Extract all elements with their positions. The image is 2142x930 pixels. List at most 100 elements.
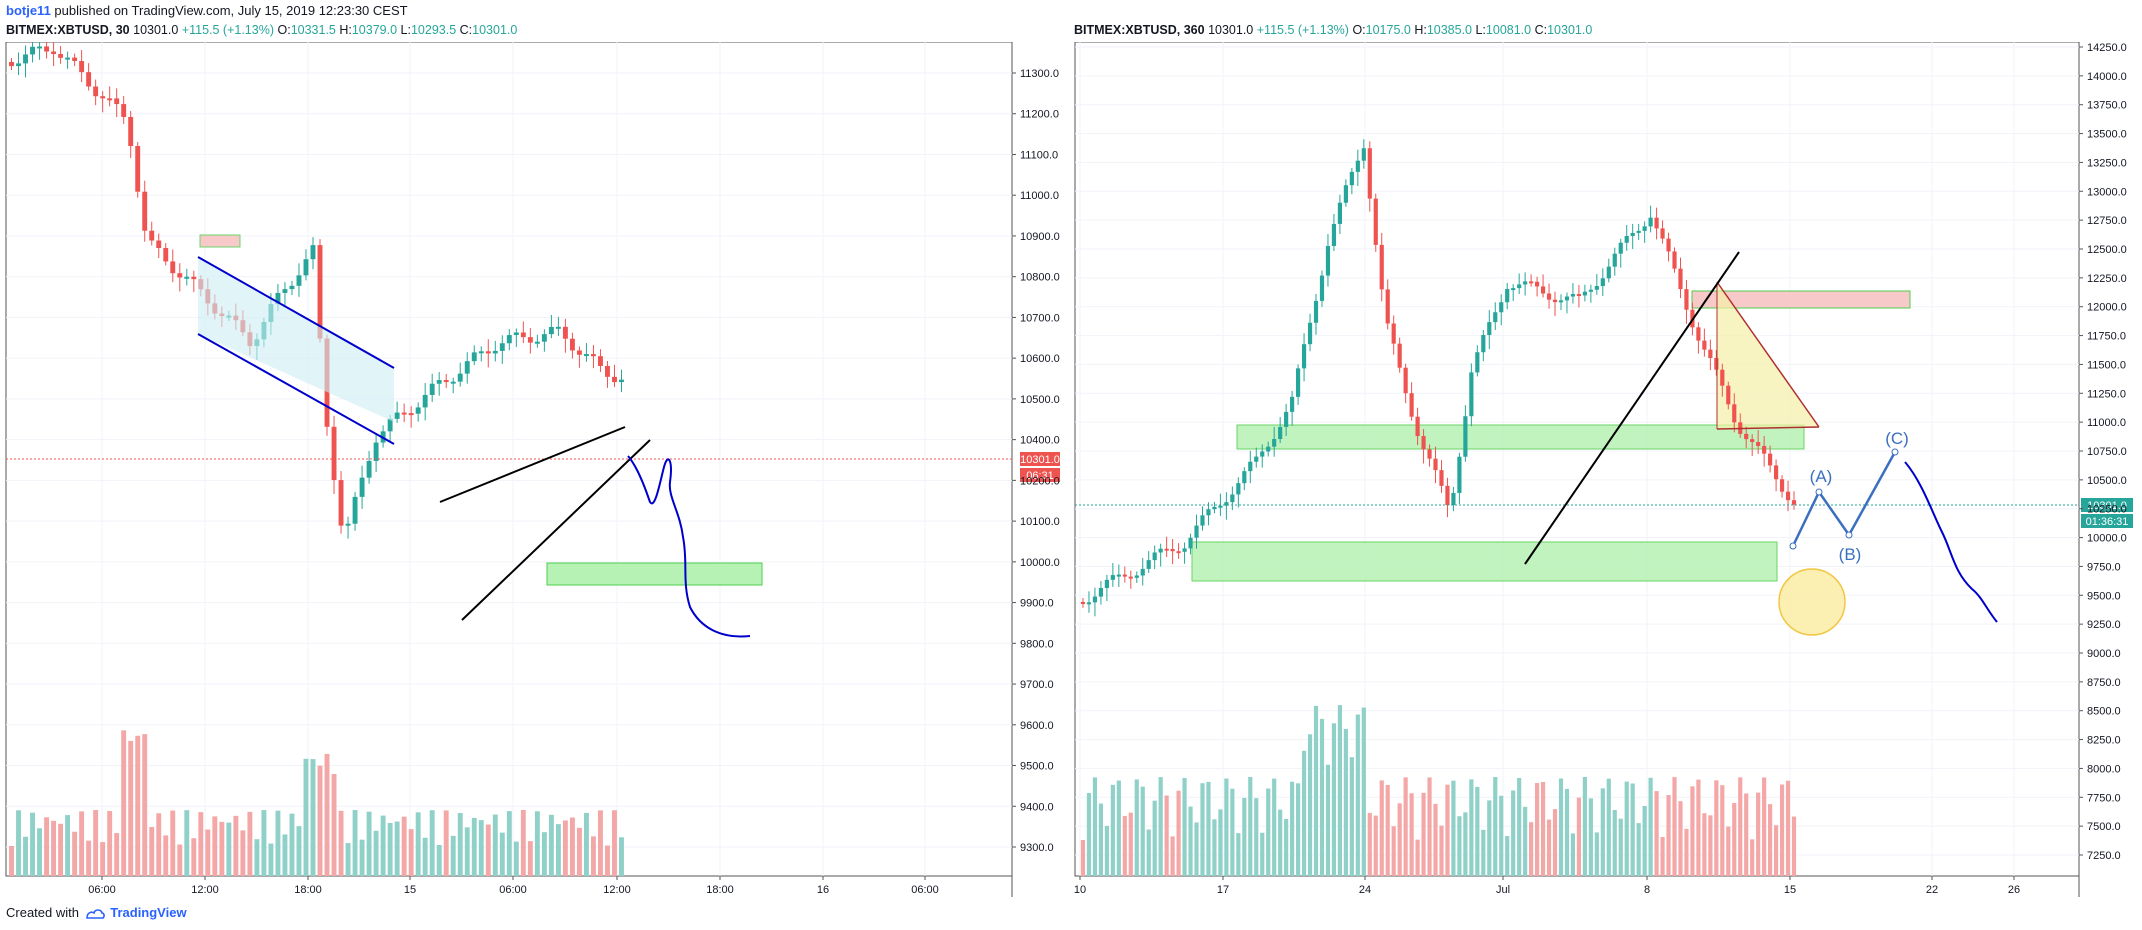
volume-bar [1284,819,1289,876]
volume-bar [226,822,232,876]
volume-bar [1756,792,1761,876]
created-with-text: Created with [6,905,79,920]
right-abc-point-c[interactable] [1891,448,1899,456]
candle-body [30,46,35,55]
left-volume-bars [9,730,624,876]
volume-bar [51,820,57,876]
right-trend-line[interactable] [1524,251,1740,565]
candle-body [317,245,323,339]
right-abc-point-a[interactable] [1815,488,1823,496]
candle-body [1576,294,1582,297]
volume-bar [1391,826,1396,876]
left-flag-upper-line[interactable] [197,256,395,369]
volume-bar [37,828,43,876]
candle-body [1403,367,1408,394]
price-axis-label: 7500.0 [2087,821,2121,833]
right-abc-point-b[interactable] [1845,531,1853,539]
candle-body [605,365,610,377]
left-wedge-upper-line[interactable] [439,426,626,503]
right-triangle-upper[interactable] [1716,281,1820,428]
candle-body [289,285,295,290]
price-axis-label: 12500.0 [2087,244,2127,256]
right-target-circle[interactable] [1778,568,1846,636]
volume-bar [1648,777,1653,876]
volume-bar [1762,777,1767,876]
candle-body [1534,281,1540,287]
candle-body [1588,289,1593,292]
left-supply-zone[interactable] [199,234,241,248]
candle-body [478,351,484,354]
volume-bar [1768,804,1773,876]
right-abc-path[interactable] [1791,451,1897,547]
right-price-tag [2081,498,2133,512]
right-projection-path[interactable] [1904,461,1998,623]
right-supply-zone[interactable] [1691,290,1911,309]
candle-body [1732,404,1737,423]
volume-bar [128,740,134,876]
volume-bar [1720,785,1725,876]
right-abc-point-start[interactable] [1789,542,1797,550]
left-open-label: O: [277,23,291,37]
candle-body [1606,266,1611,279]
volume-bar [583,812,589,876]
right-price-axis[interactable]: 14250.0 14000.0 13750.0 13500.0 13250.0 13000… [2079,42,2127,862]
candle-body [1313,300,1319,323]
candle-body [1654,217,1659,229]
volume-bar [394,821,400,876]
volume-bar [1337,705,1343,876]
volume-bar [324,753,330,876]
volume-bar [254,839,260,876]
volume-bar [471,817,477,876]
candle-body [1744,433,1749,440]
price-axis-label: 9500.0 [2087,590,2121,602]
volume-bar [1511,790,1516,876]
right-support-zone[interactable] [1191,541,1778,582]
left-price-axis[interactable]: 11300.0 11200.0 11100.0 11000.0 10900.0 10800… [1012,68,1060,854]
price-axis-label: 11300.0 [1020,68,1059,80]
left-projection-path[interactable] [627,455,751,638]
tradingview-brand-link[interactable]: TradingView [110,905,187,920]
right-time-axis[interactable]: 10 17 24 Jul 8 15 22 26 [1074,876,2020,896]
volume-bar [1403,777,1408,876]
left-demand-zone[interactable] [546,562,763,586]
candle-body [1660,228,1665,239]
right-resistance-zone[interactable] [1236,424,1805,450]
left-open: 10331.5 [290,23,336,37]
candle-body [422,394,428,408]
price-axis-label: 9750.0 [2087,561,2121,573]
left-wedge-lower-line[interactable] [461,439,651,621]
left-low: 10293.5 [410,23,457,37]
left-flag-lower-line[interactable] [197,333,395,445]
volume-bar [1451,780,1456,876]
volume-bar [1266,788,1271,876]
price-axis-label: 13750.0 [2087,100,2127,112]
right-symbol[interactable]: BITMEX:XBTUSD, 360 [1074,23,1205,37]
volume-bar [114,833,120,876]
right-high: 10385.0 [1426,23,1472,37]
right-wave-label-a: (A) [1810,467,1833,486]
candle-body [429,383,435,395]
candle-body [1499,302,1504,313]
volume-bar [1696,779,1701,876]
price-axis-label: 10750.0 [2087,446,2127,458]
left-symbol[interactable]: BITMEX:XBTUSD, 30 [6,23,130,37]
volume-bar [506,811,512,876]
author-link[interactable]: botje11 [6,3,51,18]
candle-body [1612,253,1617,267]
right-chart[interactable]: (A) (B) (C) 10301.0 01:36:31 14250.0 1400… [1072,42,2142,897]
volume-bar [1152,800,1157,876]
left-time-axis[interactable]: 06:00 12:00 18:00 15 06:00 12:00 18:00 16 06:00 [88,876,939,896]
candle-body [1206,509,1211,516]
right-triangle-bottom[interactable] [1716,426,1820,430]
candle-body [1290,396,1295,412]
candle-body [1726,385,1731,405]
volume-bar [1206,781,1211,876]
candle-body [1218,505,1223,508]
price-axis-label: 10100.0 [1020,516,1060,528]
price-axis-label: 11200.0 [1020,109,1059,121]
volume-bar [1570,833,1576,876]
volume-bar [1738,777,1743,876]
left-chart[interactable]: 10301.0 06:31 11300.0 11200.0 11100.0 11000… [0,42,1072,897]
candle-body [1756,442,1761,446]
volume-bar [317,765,323,876]
